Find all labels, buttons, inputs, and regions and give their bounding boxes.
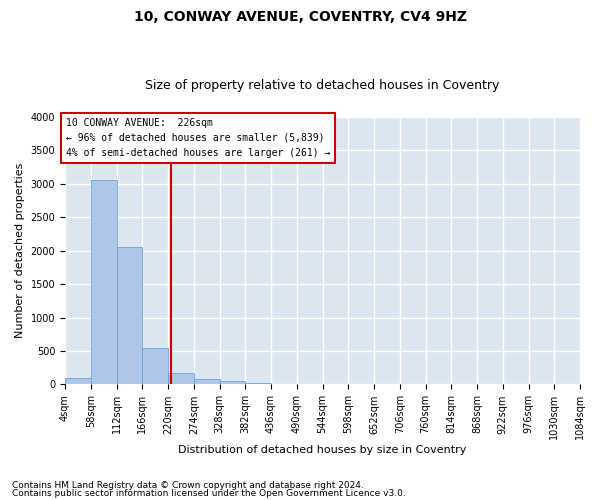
Text: Contains HM Land Registry data © Crown copyright and database right 2024.: Contains HM Land Registry data © Crown c… xyxy=(12,481,364,490)
Text: 10, CONWAY AVENUE, COVENTRY, CV4 9HZ: 10, CONWAY AVENUE, COVENTRY, CV4 9HZ xyxy=(133,10,467,24)
Bar xyxy=(194,380,220,384)
Bar xyxy=(142,348,168,385)
Bar xyxy=(91,180,116,384)
Bar xyxy=(245,383,271,384)
X-axis label: Distribution of detached houses by size in Coventry: Distribution of detached houses by size … xyxy=(178,445,467,455)
Bar xyxy=(220,381,245,384)
Text: Contains public sector information licensed under the Open Government Licence v3: Contains public sector information licen… xyxy=(12,488,406,498)
Bar xyxy=(65,378,91,384)
Text: 10 CONWAY AVENUE:  226sqm
← 96% of detached houses are smaller (5,839)
4% of sem: 10 CONWAY AVENUE: 226sqm ← 96% of detach… xyxy=(65,118,330,158)
Y-axis label: Number of detached properties: Number of detached properties xyxy=(15,163,25,338)
Bar xyxy=(168,373,194,384)
Bar xyxy=(116,248,142,384)
Title: Size of property relative to detached houses in Coventry: Size of property relative to detached ho… xyxy=(145,79,500,92)
